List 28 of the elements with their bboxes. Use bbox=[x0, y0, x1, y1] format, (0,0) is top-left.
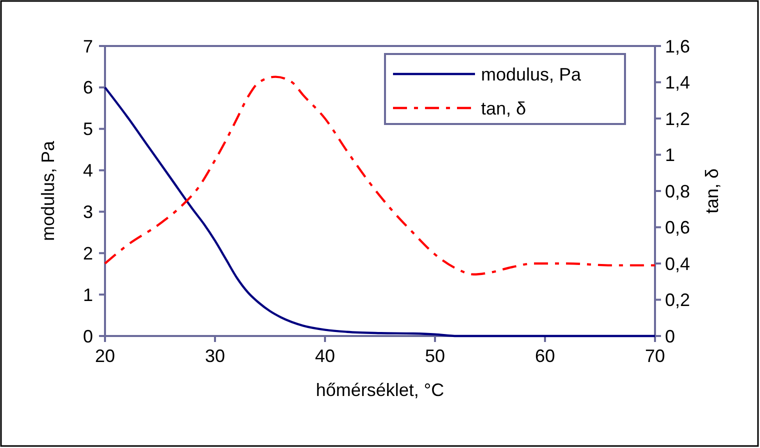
legend-label: modulus, Pa bbox=[481, 64, 582, 84]
y2-tick-label: 1,4 bbox=[665, 72, 690, 93]
x-tick-label: 70 bbox=[644, 346, 666, 366]
x-tick-label: 60 bbox=[534, 346, 556, 366]
y-tick-label: 6 bbox=[82, 78, 93, 98]
x-tick-label: 20 bbox=[94, 346, 116, 366]
y2-tick-label: 1 bbox=[665, 145, 676, 166]
y2-tick-label: 1,6 bbox=[665, 36, 690, 56]
x-tick-label: 50 bbox=[424, 346, 446, 366]
y2-tick-label: 0,2 bbox=[665, 290, 690, 310]
y-tick-label: 7 bbox=[82, 36, 93, 56]
y2-tick-label: 0,8 bbox=[665, 181, 690, 202]
y-tick-label: 0 bbox=[82, 326, 93, 346]
legend-label: tan, δ bbox=[481, 98, 526, 118]
y2-tick-label: 0,6 bbox=[665, 218, 690, 238]
y-tick-label: 4 bbox=[82, 160, 93, 181]
y2-tick-label: 0 bbox=[665, 326, 676, 346]
x-axis-title: hőmérséklet, °C bbox=[316, 380, 444, 400]
y2-tick-label: 0,4 bbox=[665, 254, 690, 274]
y-axis-title: modulus, Pa bbox=[38, 140, 58, 242]
y-tick-label: 3 bbox=[82, 202, 93, 222]
y2-axis-title: tan, δ bbox=[702, 168, 722, 214]
x-tick-label: 30 bbox=[204, 346, 226, 366]
y-tick-label: 5 bbox=[82, 119, 93, 140]
y-tick-label: 1 bbox=[82, 284, 93, 305]
y2-tick-label: 1,2 bbox=[665, 108, 690, 129]
x-tick-label: 40 bbox=[314, 346, 336, 366]
y-tick-label: 2 bbox=[82, 243, 93, 264]
